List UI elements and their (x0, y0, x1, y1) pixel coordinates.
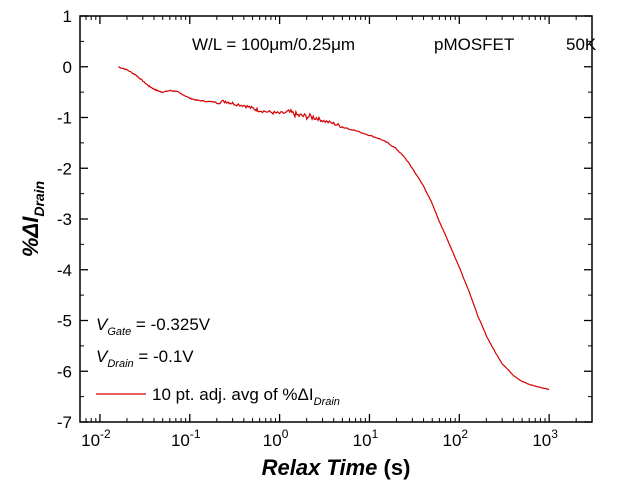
x-tick-label: 10-1 (171, 427, 201, 450)
y-tick-label: -3 (57, 210, 72, 229)
x-tick-label: 102 (442, 427, 468, 450)
series-line-0 (118, 66, 550, 391)
series-group (118, 66, 550, 391)
gate-voltage-label: VGate = -0.325V (96, 315, 211, 338)
y-tick-label: 0 (63, 58, 72, 77)
annotation-device: W/L = 100μm/0.25μm (192, 35, 355, 54)
x-ticks: 10-2 10-1 100 101 102 103 (81, 16, 577, 450)
y-tick-label: -7 (57, 413, 72, 432)
y-tick-label: 1 (63, 7, 72, 26)
y-tick-label: -1 (57, 109, 72, 128)
annotation-temp: 50K (566, 35, 597, 54)
y-axis-title: %ΔIDrain (18, 181, 47, 257)
annotation-type: pMOSFET (434, 35, 514, 54)
y-tick-label: -5 (57, 312, 72, 331)
y-ticks: 1 0 -1 -2 -3 -4 -5 -6 -7 (57, 7, 592, 432)
y-tick-label: -4 (57, 261, 72, 280)
y-tick-label: -2 (57, 159, 72, 178)
legend-label: 10 pt. adj. avg of %ΔIDrain (152, 385, 340, 408)
y-tick-label: -6 (57, 362, 72, 381)
x-tick-label: 10-2 (81, 427, 111, 450)
x-tick-label: 100 (263, 427, 289, 450)
x-tick-label: 101 (353, 427, 379, 450)
drain-voltage-label: VDrain = -0.1V (96, 347, 194, 370)
x-tick-label: 103 (532, 427, 558, 450)
x-axis-title: Relax Time (s) (262, 455, 411, 480)
